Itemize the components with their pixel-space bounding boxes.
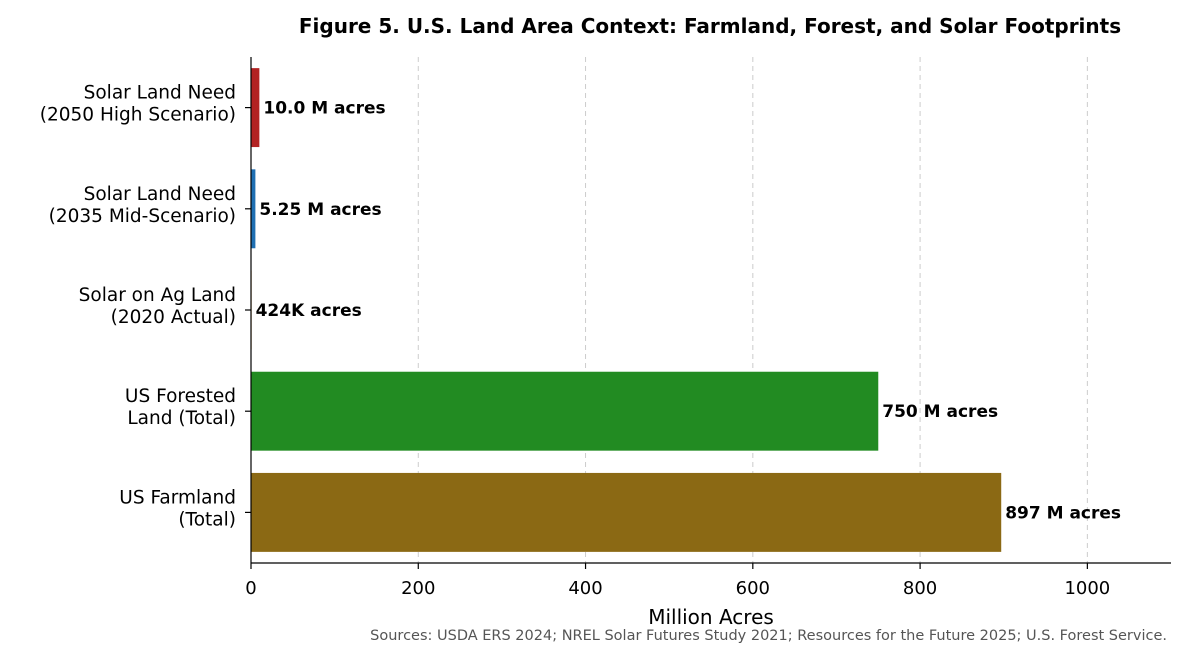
x-ticks: 0 200 400 600 800 1000 — [245, 563, 1110, 599]
bars — [251, 68, 1002, 552]
source-note: Sources: USDA ERS 2024; NREL Solar Futur… — [370, 628, 1167, 644]
gridlines — [417, 57, 1088, 563]
data-label: 5.25 M acres — [259, 200, 381, 220]
x-tick-label: 400 — [568, 578, 602, 599]
y-category-label: Solar Land Need — [84, 83, 236, 104]
bar — [251, 68, 260, 148]
y-category-label: Solar on Ag Land — [79, 285, 236, 306]
x-tick-label: 0 — [245, 578, 256, 599]
y-category-label: (2020 Actual) — [111, 307, 236, 328]
x-tick-label: 600 — [736, 578, 770, 599]
data-label: 10.0 M acres — [263, 99, 385, 119]
chart-title: Figure 5. U.S. Land Area Context: Farmla… — [299, 14, 1121, 38]
y-category-label: Land (Total) — [127, 408, 236, 429]
y-category-label: (2035 Mid-Scenario) — [49, 206, 236, 227]
x-tick-label: 1000 — [1064, 578, 1110, 599]
y-category-labels: Solar Land Need(2050 High Scenario)Solar… — [40, 83, 251, 530]
y-category-label: (2050 High Scenario) — [40, 105, 236, 126]
data-labels: 10.0 M acres 5.25 M acres 424K acres 750 M … — [256, 99, 1121, 524]
data-label: 897 M acres — [1005, 503, 1121, 523]
bar — [251, 472, 1002, 552]
bar — [251, 371, 879, 451]
y-category-label: US Forested — [125, 386, 236, 407]
y-category-label: Solar Land Need — [84, 184, 236, 205]
bar — [251, 169, 256, 249]
data-label: 424K acres — [256, 301, 362, 321]
y-category-label: (Total) — [178, 509, 236, 530]
x-tick-label: 200 — [401, 578, 435, 599]
y-category-label: US Farmland — [119, 487, 236, 508]
data-label: 750 M acres — [882, 402, 998, 422]
x-tick-label: 800 — [903, 578, 937, 599]
x-axis-label: Million Acres — [648, 605, 774, 629]
